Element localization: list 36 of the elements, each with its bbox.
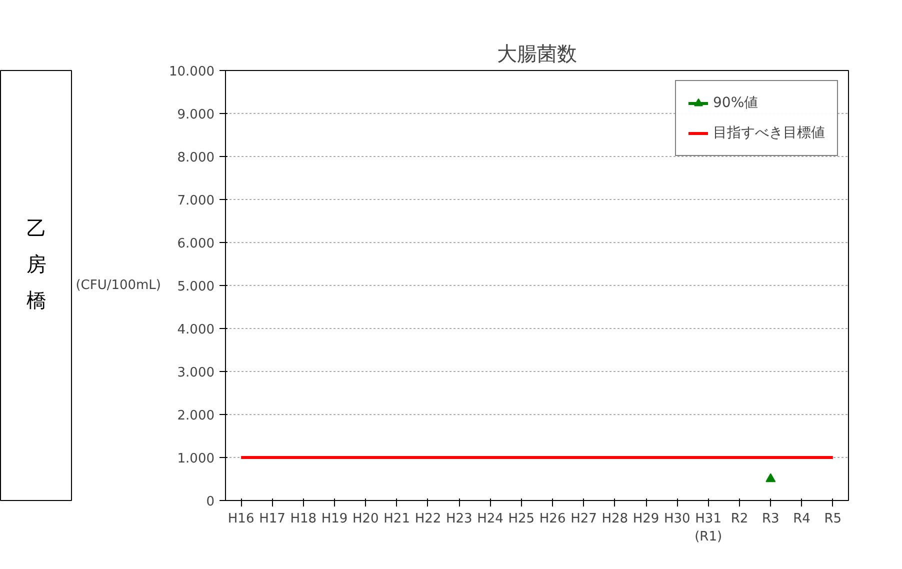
legend-label: 目指すべき目標値 — [713, 124, 825, 142]
x-tick-label: H30 — [664, 512, 690, 526]
x-tick-label: H21 — [384, 512, 410, 526]
x-tick-label: H25 — [508, 512, 535, 526]
x-tick-label: H28 — [602, 512, 628, 526]
x-tick-label: H17 — [259, 512, 286, 526]
x-tick-label: H22 — [414, 512, 442, 526]
x-tick-label: H18 — [290, 512, 317, 526]
x-tick-label: H24 — [477, 512, 504, 526]
y-tick-label: 5.000 — [177, 280, 214, 294]
y-tick-label: 4.000 — [177, 322, 214, 338]
x-tick-label: H31 (R1) — [694, 512, 722, 544]
y-tick-label: 2.000 — [177, 408, 214, 424]
y-tick-label: 3.000 — [177, 366, 214, 380]
y-tick-label: 8.000 — [177, 150, 214, 166]
x-tick-label: H26 — [539, 512, 566, 526]
x-tick-label: R3 — [762, 512, 780, 526]
text: 乙房橋 — [26, 216, 46, 312]
x-tick-label: H23 — [446, 512, 472, 526]
x-tick-label: H16 — [228, 512, 254, 526]
x-tick-label: H19 — [321, 512, 348, 526]
x-tick-label: H29 — [632, 512, 660, 526]
y-tick-label: 6.000 — [177, 236, 214, 252]
y-tick-label: 1.000 — [177, 452, 214, 466]
legend-label: 90%値 — [713, 94, 758, 112]
x-tick-label: R4 — [793, 512, 810, 526]
y-tick-label: 7.000 — [177, 194, 214, 208]
y-tick-label: 9.000 — [177, 108, 214, 122]
y-axis-title: (CFU/100mL) — [76, 278, 162, 293]
x-tick-label: H27 — [570, 512, 597, 526]
chart-title: 大腸菌数 — [497, 42, 577, 66]
x-tick-label: H20 — [352, 512, 379, 526]
x-tick-label: R2 — [730, 512, 748, 526]
y-tick-label: 10.000 — [169, 64, 215, 80]
x-tick-label: R5 — [824, 512, 842, 526]
y-tick-label: 0 — [206, 494, 215, 510]
